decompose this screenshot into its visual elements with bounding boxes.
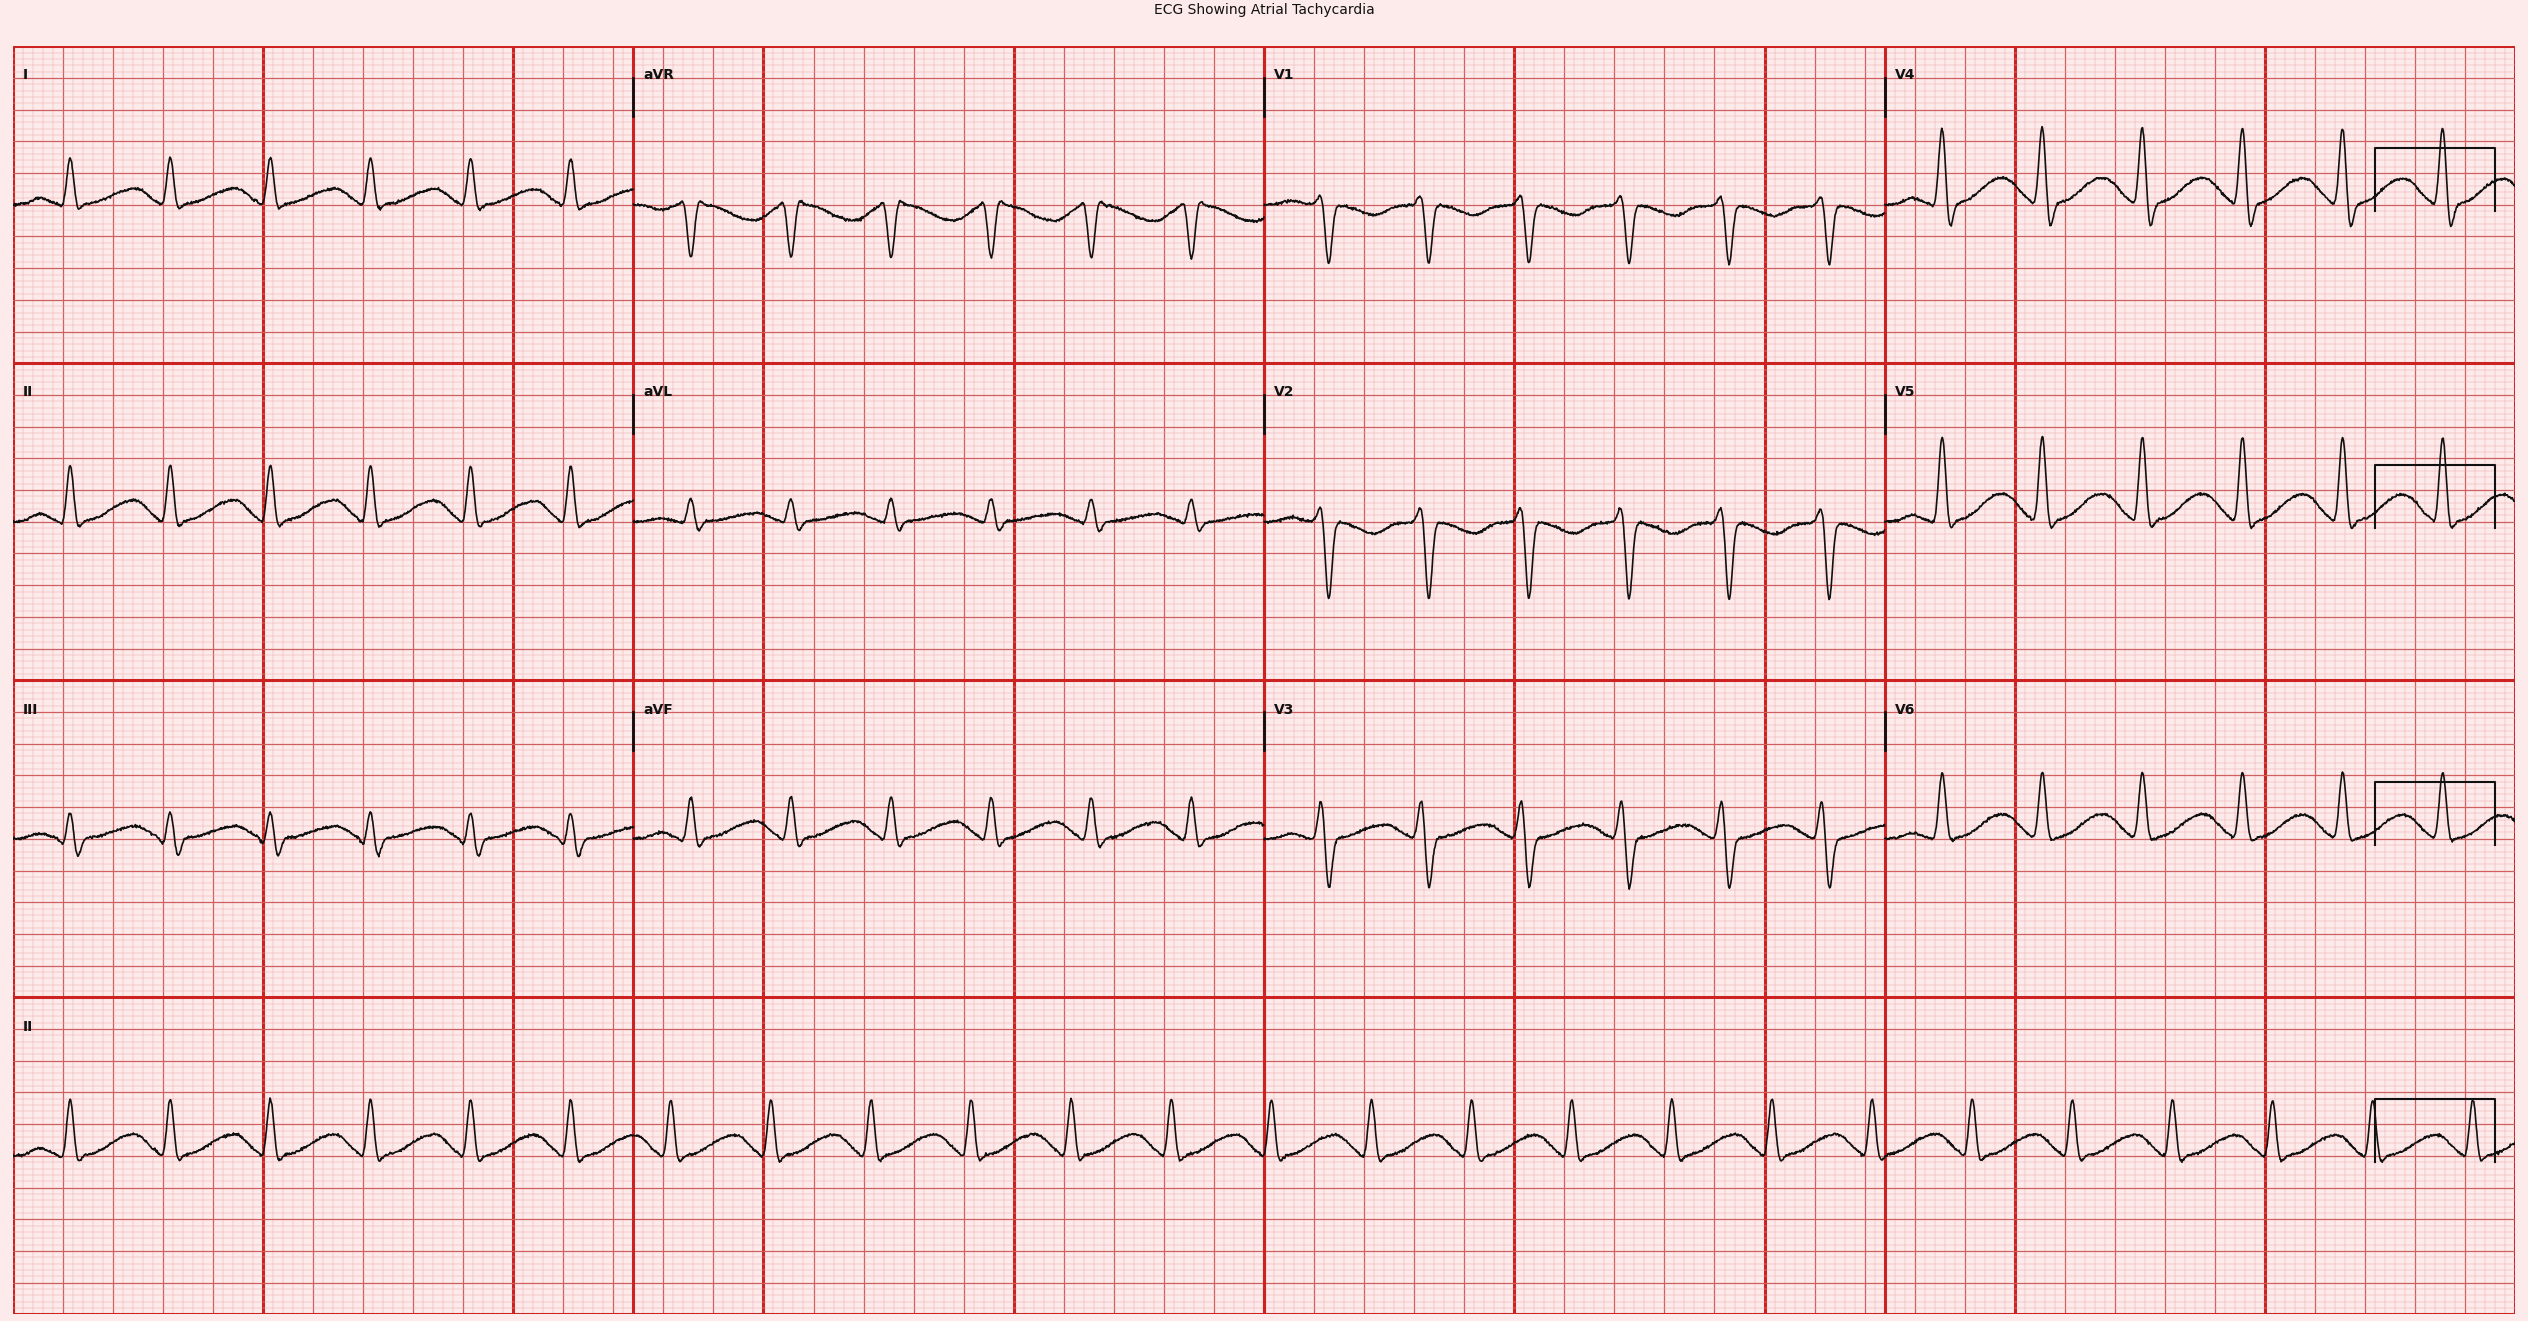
Text: aVF: aVF xyxy=(642,703,672,716)
Text: V6: V6 xyxy=(1893,703,1916,716)
Text: V3: V3 xyxy=(1274,703,1294,716)
Text: V1: V1 xyxy=(1274,69,1294,82)
Text: V5: V5 xyxy=(1893,386,1916,399)
Text: aVL: aVL xyxy=(642,386,672,399)
Text: II: II xyxy=(23,1020,33,1033)
Text: III: III xyxy=(23,703,38,716)
Text: ECG Showing Atrial Tachycardia: ECG Showing Atrial Tachycardia xyxy=(1153,3,1375,17)
Text: V2: V2 xyxy=(1274,386,1294,399)
Text: I: I xyxy=(23,69,28,82)
Text: aVR: aVR xyxy=(642,69,675,82)
Text: II: II xyxy=(23,386,33,399)
Text: V4: V4 xyxy=(1893,69,1916,82)
